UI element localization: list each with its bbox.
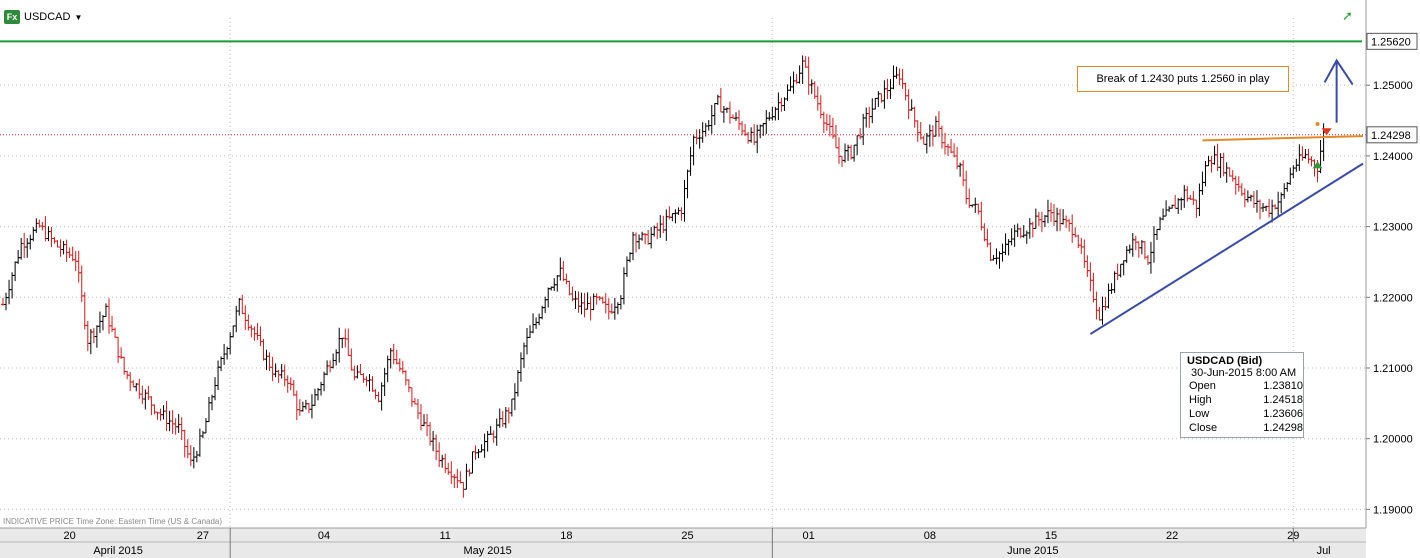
info-label: Close bbox=[1189, 422, 1218, 434]
grid-lines bbox=[0, 18, 1366, 528]
x-day-label: 04 bbox=[318, 530, 330, 542]
x-day-label: 11 bbox=[440, 530, 451, 542]
y-tick-label: 1.22000 bbox=[1373, 292, 1413, 304]
symbol-selector[interactable]: Fx USDCAD ▼ bbox=[4, 8, 82, 26]
x-day-label: 25 bbox=[681, 530, 693, 542]
annotation-callout: Break of 1.2430 puts 1.2560 in play bbox=[1077, 66, 1289, 92]
green-marker bbox=[1312, 161, 1323, 169]
x-day-label: 20 bbox=[64, 530, 76, 542]
ohlc-info-box: USDCAD (Bid) 30-Jun-2015 8:00 AM Open 1.2… bbox=[1180, 352, 1304, 438]
y-tick-label: 1.24000 bbox=[1373, 151, 1413, 163]
info-value: 1.23606 bbox=[1263, 408, 1303, 420]
caret-down-icon[interactable]: ▼ bbox=[74, 12, 83, 22]
x-day-label: 01 bbox=[803, 530, 815, 542]
info-value: 1.24518 bbox=[1263, 394, 1303, 406]
x-month-label: April 2015 bbox=[93, 545, 143, 557]
price-axis-bg bbox=[1366, 0, 1420, 528]
info-value: 1.24298 bbox=[1263, 422, 1303, 434]
y-tick-label: 1.19000 bbox=[1373, 504, 1413, 516]
info-table: Open 1.23810 High 1.24518 Low 1.23606 Close… bbox=[1189, 379, 1303, 435]
info-row-close: Close 1.24298 bbox=[1189, 421, 1303, 435]
projection-arrow-head bbox=[1323, 58, 1354, 85]
info-row-low: Low 1.23606 bbox=[1189, 407, 1303, 421]
info-value: 1.23810 bbox=[1263, 380, 1303, 392]
price-axis[interactable]: 1.25000 1.24000 1.23000 1.22000 1.21000 1.200… bbox=[1365, 0, 1420, 528]
x-day-label: 27 bbox=[197, 530, 209, 542]
time-axis-bg bbox=[0, 528, 1366, 558]
symbol-label[interactable]: USDCAD bbox=[24, 11, 71, 23]
info-row-open: Open 1.23810 bbox=[1189, 379, 1303, 393]
current-price-tag-box bbox=[1366, 126, 1418, 144]
info-datetime: 30-Jun-2015 8:00 AM bbox=[1191, 367, 1297, 379]
support-trendline bbox=[1089, 162, 1364, 335]
current-price-tag: 1.24298 bbox=[1371, 130, 1411, 142]
callout-pointer bbox=[1315, 122, 1320, 127]
indicative-price-note: INDICATIVE PRICE Time Zone: Eastern Time… bbox=[3, 517, 223, 526]
resistance-price-tag: 1.25620 bbox=[1371, 36, 1411, 48]
info-label: Low bbox=[1189, 408, 1210, 420]
resistance-trendline bbox=[1202, 135, 1363, 142]
fx-icon: Fx bbox=[4, 10, 20, 24]
chart-overlays bbox=[0, 40, 1366, 335]
x-day-label: 22 bbox=[1166, 530, 1178, 542]
y-tick-label: 1.21000 bbox=[1373, 363, 1413, 375]
x-day-label: 18 bbox=[560, 530, 572, 542]
resistance-price-tag-box bbox=[1366, 32, 1418, 50]
y-tick-label: 1.25000 bbox=[1373, 80, 1413, 92]
x-month-label: May 2015 bbox=[463, 545, 511, 557]
info-title: USDCAD (Bid) bbox=[1187, 355, 1263, 367]
ohlc-bars bbox=[1, 55, 1326, 498]
current-price-marker bbox=[1321, 128, 1332, 136]
y-tick-label: 1.23000 bbox=[1373, 222, 1413, 234]
x-day-label: 15 bbox=[1045, 530, 1057, 542]
x-month-label: Jul bbox=[1317, 545, 1331, 557]
info-row-high: High 1.24518 bbox=[1189, 393, 1303, 407]
y-tick-label: 1.20000 bbox=[1373, 434, 1413, 446]
info-label: High bbox=[1189, 394, 1212, 406]
x-day-label: 08 bbox=[924, 530, 936, 542]
info-label: Open bbox=[1189, 380, 1216, 392]
trend-up-icon[interactable]: ➚ bbox=[1342, 8, 1353, 23]
x-month-label: June 2015 bbox=[1007, 545, 1058, 557]
